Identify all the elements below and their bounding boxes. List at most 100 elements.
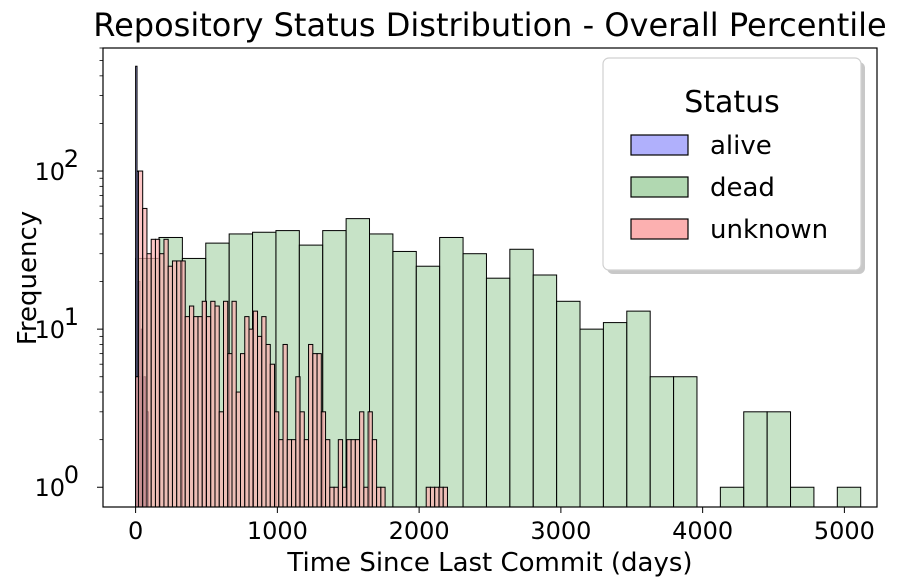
unknown-bar <box>222 300 229 508</box>
legend-title: Status <box>684 85 780 120</box>
dead-bar <box>509 248 534 508</box>
unknown-bar <box>376 486 382 508</box>
unknown-bar <box>257 335 263 508</box>
unknown-bar <box>244 316 250 508</box>
unknown-bar <box>218 411 224 508</box>
plot-frame <box>102 47 878 508</box>
x-axis-ticks: 0 1000 2000 3000 4000 5000 <box>128 507 875 545</box>
x-tick-label: 0 <box>128 517 143 545</box>
unknown-bar <box>150 238 156 508</box>
unknown-bar <box>312 353 318 508</box>
unknown-bar <box>329 486 335 508</box>
unknown-bar <box>265 343 271 508</box>
unknown-bar <box>167 265 173 508</box>
dead-bar <box>415 265 441 508</box>
legend: Status alive dead unknown <box>602 57 865 274</box>
x-tick-label: 4000 <box>672 517 733 545</box>
y-tick-exponent: 1 <box>64 303 79 331</box>
unknown-bar <box>359 411 365 508</box>
unknown-bar <box>438 486 444 508</box>
dead-bar <box>579 328 604 508</box>
y-tick-label: 10 <box>34 158 65 186</box>
unknown-bar <box>320 411 327 508</box>
dead-bar <box>836 486 862 508</box>
legend-label-unknown: unknown <box>710 215 828 245</box>
y-tick-exponent: 2 <box>64 145 79 173</box>
unknown-bar <box>342 486 348 508</box>
unknown-bar <box>278 439 284 508</box>
unknown-bar <box>274 411 280 508</box>
legend-swatch-dead <box>630 176 689 198</box>
legend-swatch-alive <box>630 134 689 156</box>
unknown-bar <box>354 439 361 508</box>
x-axis-label: Time Since Last Commit (days) <box>286 548 692 578</box>
unknown-bar <box>303 439 310 508</box>
unknown-bar <box>434 486 440 508</box>
unknown-bar <box>197 316 203 508</box>
y-tick-label: 10 <box>34 316 65 344</box>
unknown-bar <box>291 439 297 508</box>
unknown-bar <box>282 343 288 508</box>
dead-bar <box>766 411 792 508</box>
dead-bar <box>602 322 628 508</box>
unknown-bar <box>214 305 220 508</box>
unknown-bar <box>171 260 178 508</box>
unknown-bar <box>146 253 152 508</box>
x-tick-label: 1000 <box>247 517 308 545</box>
x-tick-label: 3000 <box>530 517 591 545</box>
unknown-bar <box>180 260 186 508</box>
unknown-bar <box>163 238 169 508</box>
unknown-bar <box>295 376 301 508</box>
unknown-bar <box>205 316 212 508</box>
unknown-bar <box>308 343 314 508</box>
unknown-bar <box>248 328 254 508</box>
unknown-bar <box>176 260 182 508</box>
unknown-bar <box>325 439 331 508</box>
unknown-bar <box>350 439 356 508</box>
dead-bar <box>649 376 675 508</box>
unknown-bar <box>286 439 293 508</box>
unknown-bar <box>269 363 276 508</box>
dead-bar <box>556 300 581 508</box>
dead-bar <box>485 277 511 508</box>
unknown-bar <box>337 439 344 508</box>
dead-bar <box>673 376 698 508</box>
dead-bar <box>719 486 745 508</box>
unknown-bar <box>371 439 378 508</box>
unknown-bar <box>188 305 195 508</box>
dead-bar <box>532 274 558 508</box>
unknown-bar <box>201 300 207 508</box>
unknown-bar <box>299 411 305 508</box>
unknown-bar <box>142 207 148 508</box>
unknown-bar <box>333 486 339 508</box>
unknown-bar <box>210 300 216 508</box>
unknown-bar <box>227 353 233 508</box>
unknown-bar <box>184 316 190 508</box>
dead-bar <box>790 486 815 508</box>
legend-swatch-unknown <box>630 218 689 240</box>
x-tick-label: 2000 <box>389 517 450 545</box>
dead-bar <box>743 411 768 508</box>
y-tick-label: 10 <box>34 474 65 502</box>
unknown-bar <box>429 486 436 508</box>
unknown-bar <box>442 486 448 508</box>
unknown-bar <box>346 439 352 508</box>
dead-bar <box>392 250 417 508</box>
unknown-bar <box>240 353 246 508</box>
unknown-bar <box>235 391 242 508</box>
unknown-bar <box>154 238 161 508</box>
unknown-bar <box>261 316 267 508</box>
dead-bar <box>462 253 487 508</box>
unknown-bar <box>252 310 259 508</box>
unknown-bar <box>380 486 386 508</box>
y-tick-exponent: 0 <box>64 461 79 489</box>
dead-bar <box>626 310 651 508</box>
unknown-bar <box>159 253 165 508</box>
unknown-bar <box>193 316 199 508</box>
dead-bar <box>439 236 464 508</box>
unknown-bar <box>363 486 369 508</box>
unknown-bar <box>316 353 322 508</box>
legend-label-alive: alive <box>710 131 772 161</box>
